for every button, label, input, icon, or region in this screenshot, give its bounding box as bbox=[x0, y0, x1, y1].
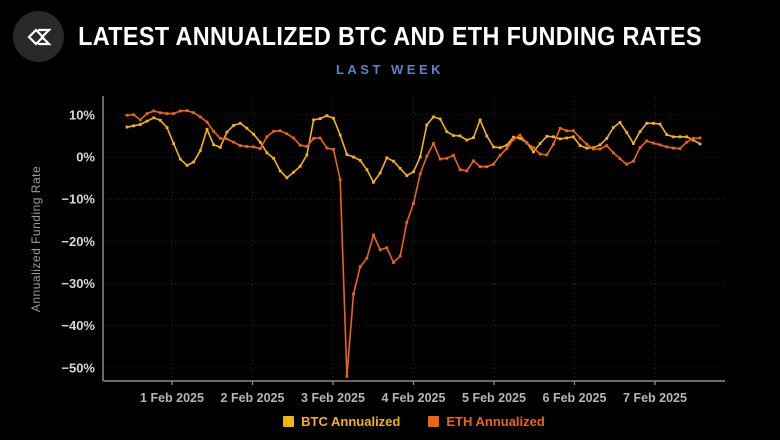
legend-item-btc[interactable]: BTC Annualized bbox=[283, 414, 400, 429]
svg-text:−30%: −30% bbox=[61, 276, 95, 291]
chart-subtitle: LAST WEEK bbox=[335, 62, 445, 77]
svg-text:10%: 10% bbox=[69, 107, 95, 122]
legend-label-btc: BTC Annualized bbox=[301, 414, 401, 429]
brand-logo bbox=[13, 11, 64, 62]
svg-text:−50%: −50% bbox=[61, 360, 95, 375]
svg-text:−10%: −10% bbox=[61, 192, 95, 207]
eth-swatch-icon bbox=[428, 416, 440, 427]
legend-item-eth[interactable]: ETH Annualized bbox=[428, 414, 545, 429]
svg-text:−20%: −20% bbox=[61, 234, 95, 249]
svg-text:4 Feb 2025: 4 Feb 2025 bbox=[382, 391, 446, 405]
svg-text:0%: 0% bbox=[76, 150, 95, 165]
svg-text:2 Feb 2025: 2 Feb 2025 bbox=[221, 391, 285, 405]
svg-text:7 Feb 2025: 7 Feb 2025 bbox=[623, 391, 687, 405]
legend-label-eth: ETH Annualized bbox=[446, 414, 545, 429]
svg-text:3 Feb 2025: 3 Feb 2025 bbox=[301, 391, 365, 405]
chart-legend: BTC Annualized ETH Annualized bbox=[103, 414, 725, 429]
svg-text:6 Feb 2025: 6 Feb 2025 bbox=[543, 391, 607, 405]
svg-text:−40%: −40% bbox=[61, 318, 95, 333]
chart-title: LATEST ANNUALIZED BTC AND ETH FUNDING RA… bbox=[78, 21, 702, 51]
btc-swatch-icon bbox=[283, 416, 295, 427]
svg-text:5 Feb 2025: 5 Feb 2025 bbox=[462, 391, 526, 405]
svg-text:1 Feb 2025: 1 Feb 2025 bbox=[140, 391, 204, 405]
sigma-diamond-logo-icon bbox=[26, 27, 52, 46]
svg-text:Annualized Funding Rate: Annualized Funding Rate bbox=[29, 166, 43, 312]
